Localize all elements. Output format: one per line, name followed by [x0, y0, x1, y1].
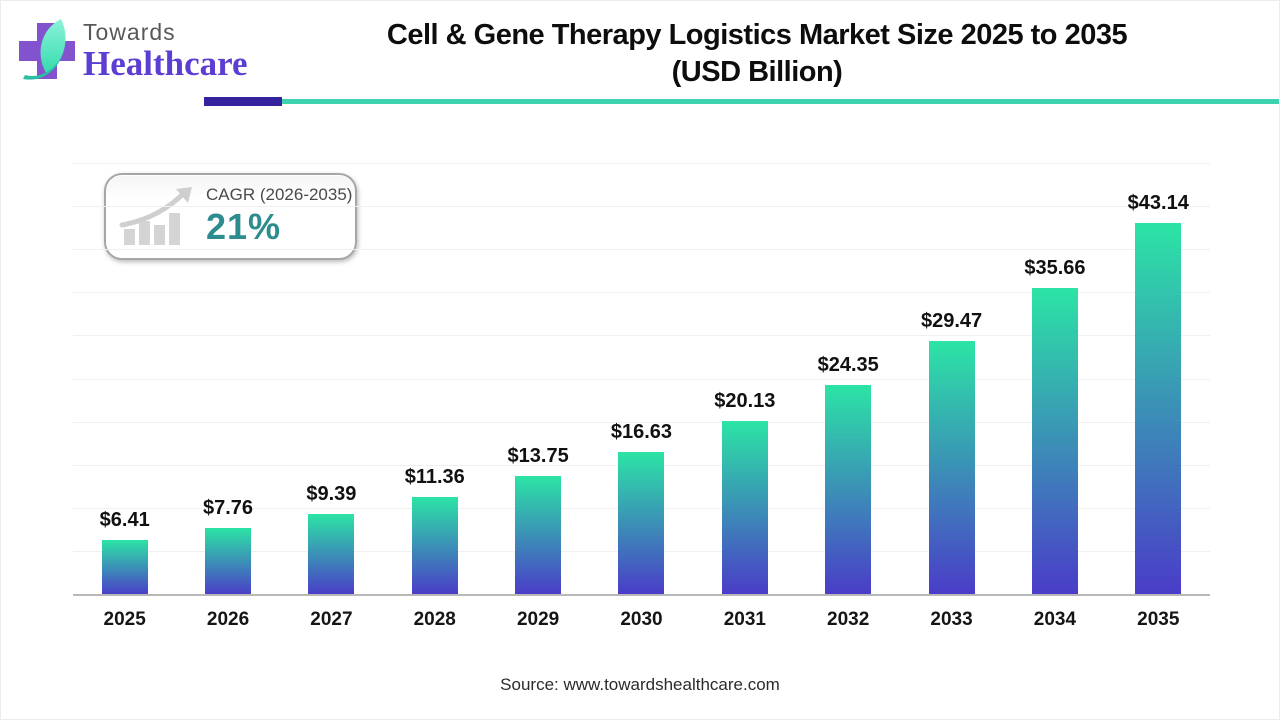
x-tick-2028: 2028 — [413, 609, 456, 630]
x-tick-2035: 2035 — [1137, 609, 1180, 630]
data-label-2032: $24.35 — [817, 354, 879, 377]
gridline-40 — [73, 249, 1210, 251]
data-label-2029: $13.75 — [507, 445, 569, 468]
bar-slot-2028: $11.36 — [383, 164, 486, 595]
bar-slot-2032: $24.35 — [797, 164, 900, 595]
bar-slot-2033: $29.47 — [900, 164, 1003, 595]
bar-slot-2034: $35.66 — [1003, 164, 1106, 595]
data-label-2035: $43.14 — [1127, 192, 1189, 215]
logo-text-towards: Towards — [83, 19, 176, 45]
x-tick-2034: 2034 — [1033, 609, 1077, 630]
data-label-2033: $29.47 — [920, 309, 983, 332]
x-tick-2025: 2025 — [103, 609, 146, 630]
gridline-25 — [73, 378, 1210, 380]
source-text: Source: www.towardshealthcare.com — [500, 675, 780, 694]
x-axis-labels: 2025 2026 2027 2028 2029 2030 2031 2032 2033 2034… — [73, 609, 1210, 631]
gridline-35 — [73, 292, 1210, 294]
data-label-2031: $20.13 — [714, 390, 776, 413]
data-label-2028: $11.36 — [404, 466, 465, 489]
bar-slot-2025: $6.41 — [73, 164, 176, 595]
x-tick-2029: 2029 — [516, 609, 560, 630]
bars-row: $6.41 $7.76 $9.39 $11.36 $13.75 $16.63 $20.13 $… — [73, 164, 1210, 595]
gridline-20 — [73, 421, 1210, 423]
x-tick-2033: 2033 — [930, 609, 973, 630]
data-label-2030: $16.63 — [610, 420, 673, 443]
cagr-badge: CAGR (2026-2035) 21% — [104, 173, 357, 260]
bar-2031 — [721, 421, 768, 595]
bar-slot-2030: $16.63 — [590, 164, 693, 595]
bar-slot-2035: $43.14 — [1107, 164, 1210, 595]
bar-slot-2026: $7.76 — [176, 164, 279, 595]
divider-purple-segment — [204, 96, 282, 106]
data-label-2034: $35.66 — [1024, 256, 1086, 279]
x-tick-2027: 2027 — [310, 609, 353, 630]
bar-2027 — [308, 514, 355, 595]
gridline-30 — [73, 335, 1210, 337]
page-title-line2: (USD Billion) — [671, 56, 843, 88]
cagr-label: CAGR (2026-2035) — [206, 185, 353, 204]
x-axis-line — [73, 594, 1210, 596]
data-label-2026: $7.76 — [203, 497, 254, 520]
bar-slot-2029: $13.75 — [486, 164, 589, 595]
cagr-value: 21% — [206, 206, 282, 247]
bar-2033 — [928, 340, 975, 595]
bar-2030 — [618, 451, 665, 595]
x-tick-2030: 2030 — [620, 609, 663, 630]
gridline-45 — [73, 206, 1210, 208]
divider-teal-segment — [282, 98, 1279, 104]
x-tick-2031: 2031 — [723, 609, 766, 630]
bar-2026 — [205, 528, 252, 595]
bar-2034 — [1031, 287, 1078, 595]
header-divider — [204, 96, 1279, 106]
brand-logo: Towards Healthcare — [15, 13, 248, 89]
cross-leaf-icon — [19, 19, 75, 80]
logo-text-healthcare: Healthcare — [83, 44, 248, 83]
x-tick-2026: 2026 — [206, 609, 250, 630]
plot-area: $6.41 $7.76 $9.39 $11.36 $13.75 $16.63 $20.13 $… — [73, 163, 1210, 596]
data-label-2027: $9.39 — [306, 483, 357, 506]
page-title-line1: Cell & Gene Therapy Logistics Market Siz… — [386, 19, 1128, 51]
bar-slot-2031: $20.13 — [693, 164, 796, 595]
bar-2025 — [101, 539, 148, 595]
gridline-50 — [73, 163, 1210, 164]
bar-2032 — [825, 385, 872, 595]
bar-2029 — [515, 476, 562, 595]
page-title: Cell & Gene Therapy Logistics Market Siz… — [301, 17, 1213, 91]
x-tick-2032: 2032 — [827, 609, 870, 630]
data-label-2025: $6.41 — [99, 508, 150, 531]
bar-2028 — [411, 497, 458, 595]
bar-slot-2027: $9.39 — [280, 164, 383, 595]
bar-2035 — [1135, 223, 1182, 595]
growth-chart-icon — [119, 186, 192, 245]
